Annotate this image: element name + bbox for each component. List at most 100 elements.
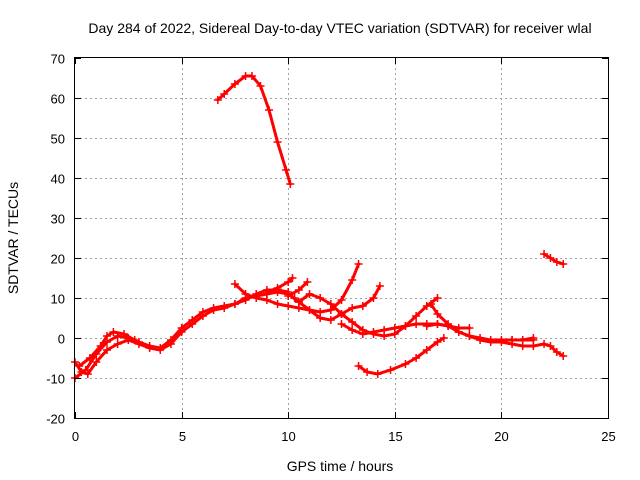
data-point <box>265 106 274 114</box>
data-point <box>412 312 421 320</box>
series-line <box>542 252 565 266</box>
data-point <box>348 276 357 284</box>
data-point <box>363 368 372 376</box>
data-point <box>188 316 197 324</box>
data-point <box>209 304 218 312</box>
data-point <box>439 334 448 342</box>
data-point <box>102 332 111 340</box>
data-point <box>273 138 282 146</box>
data-point <box>326 300 335 308</box>
y-tick-label: 10 <box>51 292 65 307</box>
data-point <box>337 310 346 318</box>
tick-layer: -20 -10 0 10 20 30 40 50 60 70 0 5 10 15 20 25 <box>46 52 616 445</box>
x-tick-label: 0 <box>72 429 79 444</box>
data-point <box>348 318 357 326</box>
data-point <box>109 328 118 336</box>
x-tick-label: 20 <box>494 429 508 444</box>
data-point <box>380 326 389 334</box>
series-arc-5 <box>230 260 363 316</box>
data-point <box>465 332 474 340</box>
data-point <box>284 290 293 298</box>
data-point <box>273 300 282 308</box>
data-point <box>177 324 186 332</box>
y-tick-label: 70 <box>51 52 65 67</box>
x-tick-label: 15 <box>388 429 402 444</box>
data-point <box>412 354 421 362</box>
grid-layer <box>75 58 608 418</box>
y-tick-label: -20 <box>46 412 65 427</box>
data-point <box>130 336 139 344</box>
data-point <box>540 340 549 348</box>
data-point <box>390 324 399 332</box>
data-point <box>433 294 442 302</box>
series-line <box>265 276 294 294</box>
y-tick-label: 20 <box>51 252 65 267</box>
x-tick-label: 10 <box>281 429 295 444</box>
data-point <box>262 288 271 296</box>
data-point <box>465 324 474 332</box>
data-point <box>552 258 561 266</box>
data-point <box>326 316 335 324</box>
data-point <box>422 346 431 354</box>
x-tick-label: 5 <box>179 429 186 444</box>
data-point <box>102 346 111 354</box>
y-tick-label: -10 <box>46 372 65 387</box>
data-point <box>427 300 436 308</box>
data-point <box>305 306 314 314</box>
data-point <box>529 334 538 342</box>
data-point <box>303 278 312 286</box>
data-point <box>348 304 357 312</box>
data-point <box>337 320 346 328</box>
data-point <box>288 274 297 282</box>
data-point <box>96 342 105 350</box>
data-point <box>401 360 410 368</box>
plot-frame <box>74 57 609 419</box>
data-point <box>316 294 325 302</box>
data-point <box>294 298 303 306</box>
data-point <box>145 342 154 350</box>
series-line <box>73 290 297 380</box>
data-point <box>256 82 265 90</box>
data-point <box>354 260 363 268</box>
data-point <box>156 344 165 352</box>
data-point <box>294 286 303 294</box>
data-point <box>444 320 453 328</box>
data-point <box>373 370 382 378</box>
x-tick-label: 25 <box>601 429 615 444</box>
y-tick-label: 30 <box>51 212 65 227</box>
data-point <box>358 330 367 338</box>
data-point <box>198 308 207 316</box>
series-arc-3 <box>71 288 299 382</box>
y-tick-label: 60 <box>51 92 65 107</box>
series-line <box>357 336 446 376</box>
series-arc-15 <box>508 334 538 344</box>
data-point <box>546 342 555 350</box>
data-point <box>546 254 555 262</box>
data-point <box>354 362 363 370</box>
y-tick-label: 50 <box>51 132 65 147</box>
data-point <box>486 338 495 346</box>
series-arc-13 <box>427 300 568 360</box>
series-arc-1 <box>213 72 295 188</box>
data-point <box>220 90 229 98</box>
y-tick-label: 40 <box>51 172 65 187</box>
data-point <box>113 340 122 348</box>
data-point <box>433 320 442 328</box>
data-point <box>230 80 239 88</box>
data-point <box>518 336 527 344</box>
data-point <box>401 322 410 330</box>
data-point <box>81 366 90 374</box>
data-point <box>559 352 568 360</box>
chart-title: Day 284 of 2022, Sidereal Day-to-day VTE… <box>88 20 591 36</box>
series-arc-11 <box>354 334 448 378</box>
data-point <box>386 366 395 374</box>
data-point <box>92 358 101 366</box>
data-point <box>559 260 568 268</box>
data-point <box>552 348 561 356</box>
data-point <box>284 302 293 310</box>
data-point <box>166 336 175 344</box>
data-point <box>422 322 431 330</box>
data-point <box>497 338 506 346</box>
data-point <box>369 294 378 302</box>
